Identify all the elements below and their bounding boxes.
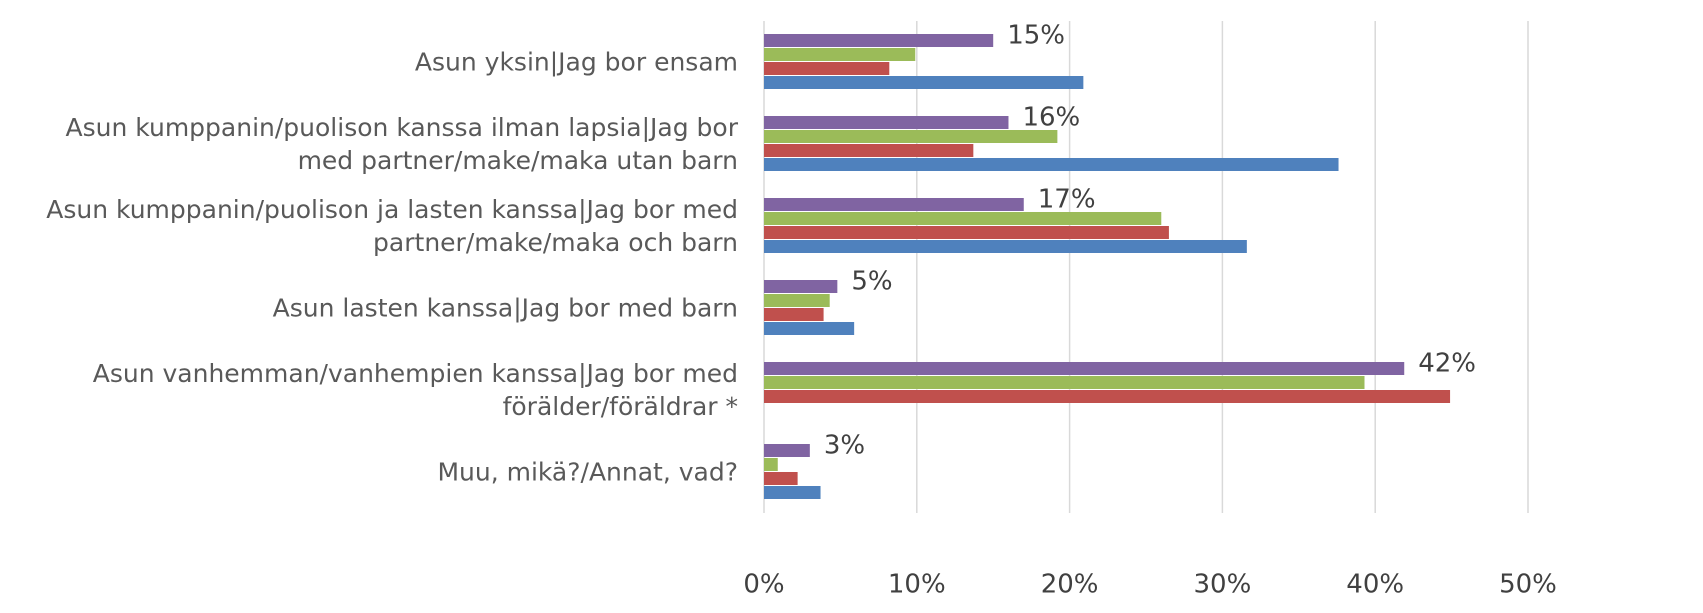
bar xyxy=(764,280,838,293)
x-tick-label: 20% xyxy=(1041,570,1099,600)
category-label: Asun yksin|Jag bor ensam xyxy=(414,47,738,77)
bar xyxy=(764,116,1009,129)
x-tick-label: 30% xyxy=(1194,570,1252,600)
bar xyxy=(764,198,1024,211)
x-tick-label: 40% xyxy=(1346,570,1404,600)
bar xyxy=(764,322,855,335)
data-label: 17% xyxy=(1038,185,1096,215)
data-label: 16% xyxy=(1022,103,1080,133)
data-label: 3% xyxy=(824,431,865,461)
bar xyxy=(764,308,824,321)
data-label: 15% xyxy=(1007,21,1065,51)
data-label: 5% xyxy=(851,267,892,297)
x-tick-label: 10% xyxy=(888,570,946,600)
x-tick-label: 50% xyxy=(1499,570,1557,600)
bar xyxy=(764,458,778,471)
category-label: Muu, mikä?/Annat, vad? xyxy=(437,457,738,487)
bar xyxy=(764,294,830,307)
bar xyxy=(764,158,1339,171)
bar xyxy=(764,48,916,61)
bar xyxy=(764,376,1365,389)
bar xyxy=(764,362,1405,375)
bar xyxy=(764,62,890,75)
category-label: Asun kumppanin/puolison ja lasten kanssa… xyxy=(46,195,738,257)
bar xyxy=(764,226,1169,239)
bar xyxy=(764,212,1162,225)
bar xyxy=(764,390,1451,403)
category-label: Asun kumppanin/puolison kanssa ilman lap… xyxy=(65,113,738,175)
bar xyxy=(764,34,994,47)
x-tick-label: 0% xyxy=(743,570,784,600)
bar xyxy=(764,472,798,485)
bar xyxy=(764,486,821,499)
bar xyxy=(764,144,974,157)
bar xyxy=(764,240,1247,253)
category-label: Asun vanhemman/vanhempien kanssa|Jag bor… xyxy=(92,359,738,421)
category-label: Asun lasten kanssa|Jag bor med barn xyxy=(272,293,738,323)
bar xyxy=(764,130,1058,143)
bar xyxy=(764,444,810,457)
bar xyxy=(764,76,1084,89)
data-label: 42% xyxy=(1418,349,1476,379)
